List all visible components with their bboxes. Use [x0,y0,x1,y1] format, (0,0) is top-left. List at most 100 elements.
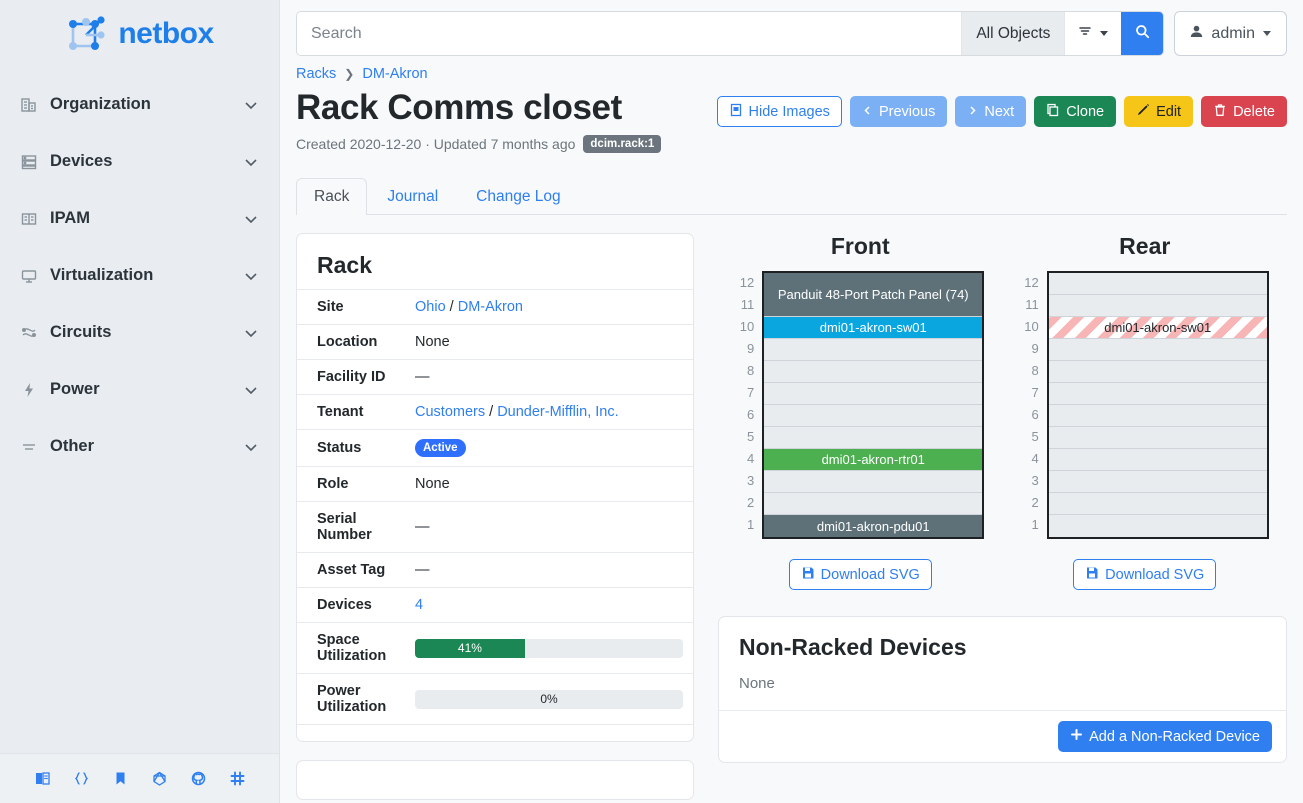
rack-unit-empty [1048,339,1267,362]
object-type-badge: dcim.rack:1 [583,135,662,154]
rack-unit-device[interactable]: Panduit 48-Port Patch Panel (74) [764,273,983,318]
rack-unit-empty [764,493,983,516]
rack-unit-empty [764,361,983,384]
row-label: Status [297,429,405,467]
row-value-space-utilization: 41% [405,622,693,674]
docs-book-icon[interactable] [34,770,51,787]
pencil-icon [1136,103,1150,121]
front-unit-labels: 12 11 10 9 8 7 6 5 4 3 2 1 [736,271,762,539]
table-row: Tenant Customers / Dunder-Mifflin, Inc. [297,394,693,430]
brand-logo[interactable]: netbox [0,0,279,76]
sidebar-item-ipam[interactable]: IPAM [20,190,259,247]
site-link[interactable]: DM-Akron [457,299,523,316]
search-submit-button[interactable] [1121,12,1164,55]
row-label: Space Utilization [297,622,405,674]
chevron-down-icon [243,154,259,170]
table-row: Devices 4 [297,587,693,623]
rack-unit-number: 6 [1031,406,1039,422]
sidebar-item-circuits[interactable]: Circuits [20,304,259,361]
hide-images-button[interactable]: Hide Images [716,96,842,127]
rack-unit-device[interactable]: dmi01-akron-sw01 [764,317,983,340]
rack-unit-device[interactable]: dmi01-akron-sw01 [1048,317,1267,340]
chevron-down-icon [243,268,259,284]
save-file-icon [1085,566,1099,584]
rack-attributes-table: Site Ohio / DM-Akron Location [297,289,693,726]
user-menu-button[interactable]: admin [1174,11,1287,56]
left-column: Rack Site Ohio / DM-Akron [296,233,694,801]
sidebar-item-other[interactable]: Other [20,418,259,475]
rack-unit-number: 4 [1031,450,1039,466]
rack-unit-empty [1048,273,1267,296]
rack-unit-number: 11 [1025,296,1039,312]
breadcrumb-item-racks[interactable]: Racks [296,66,337,82]
bookmark-icon[interactable] [112,770,129,787]
breadcrumb-item-site[interactable]: DM-Akron [362,66,428,82]
row-value-role: None [405,466,693,502]
power-utilization-progress: 0% [415,689,683,709]
caret-down-icon [1099,25,1109,43]
rack-unit-number: 3 [747,472,755,488]
card-spacer [297,725,693,741]
chevron-down-icon [243,211,259,227]
main-area: All Objects [280,0,1303,803]
search-filter-dropdown[interactable] [1064,12,1122,55]
rack-unit-number: 8 [747,362,755,378]
edit-button[interactable]: Edit [1124,96,1194,127]
image-file-icon [729,103,743,121]
rack-unit-number: 12 [739,274,755,290]
trash-icon [1213,103,1227,121]
sidebar-item-devices[interactable]: Devices [20,133,259,190]
caret-down-icon [1262,25,1272,43]
object-type-selector[interactable]: All Objects [961,12,1065,55]
rack-unit-device[interactable]: dmi01-akron-rtr01 [764,449,983,472]
tab-change-log[interactable]: Change Log [476,188,561,206]
sidebar-footer [0,753,279,803]
slack-icon[interactable] [229,770,246,787]
sidebar-item-label: Circuits [50,323,112,341]
rear-elevation: 12 11 10 9 8 7 6 5 4 3 2 1 dmi01-akron-sw01 [1021,271,1269,540]
devices-count-link[interactable]: 4 [415,597,424,614]
tab-bar: Rack Journal Change Log [296,177,1287,216]
rack-unit-number: 6 [747,406,755,422]
non-racked-title: Non-Racked Devices [739,634,967,661]
next-button[interactable]: Next [955,96,1027,127]
tab-journal[interactable]: Journal [387,188,439,206]
graphql-icon[interactable] [151,770,168,787]
add-non-racked-device-button[interactable]: Add a Non-Racked Device [1058,721,1272,753]
clone-button[interactable]: Clone [1034,96,1117,127]
front-elevation: 12 11 10 9 8 7 6 5 4 3 2 1 Panduit 48-Port Patch Pa… [736,271,985,540]
front-rack-box: Panduit 48-Port Patch Panel (74) dmi01-ak… [762,271,985,540]
sidebar-item-virtualization[interactable]: Virtualization [20,247,259,304]
tab-rack[interactable]: Rack [296,178,368,216]
api-braces-icon[interactable] [73,770,90,787]
site-group-link[interactable]: Ohio [415,299,446,316]
content-columns: Rack Site Ohio / DM-Akron [296,233,1288,801]
github-icon[interactable] [190,770,207,787]
chevron-right-icon [967,104,978,120]
row-value-location: None [405,324,693,360]
row-label: Site [297,289,405,325]
rack-elevation-rear: Rear 12 11 10 9 8 7 6 5 4 3 2 1 dmi01-akron-sw01 [1003,233,1288,591]
sidebar-item-label: Power [50,380,100,398]
rack-unit-empty [1048,449,1267,472]
rack-unit-device[interactable]: dmi01-akron-pdu01 [764,515,983,538]
download-svg-front-button[interactable]: Download SVG [788,559,932,591]
search-input[interactable] [297,12,962,55]
status-badge: Active [415,439,466,458]
space-utilization-value: 41% [457,641,482,656]
rack-unit-number: 4 [747,450,755,466]
rack-unit-empty [1048,427,1267,450]
rack-unit-number: 3 [1031,472,1039,488]
topbar: All Objects [280,0,1303,56]
row-value-site: Ohio / DM-Akron [405,289,693,325]
tenant-group-link[interactable]: Customers [415,404,486,421]
sidebar-item-organization[interactable]: Organization [20,76,259,133]
tenant-link[interactable]: Dunder-Mifflin, Inc. [497,404,619,421]
sidebar-item-power[interactable]: Power [20,361,259,418]
delete-button[interactable]: Delete [1201,96,1287,127]
previous-button[interactable]: Previous [849,96,948,127]
separator: / [449,299,458,316]
row-label: Location [297,324,405,360]
download-svg-rear-button[interactable]: Download SVG [1073,559,1217,591]
